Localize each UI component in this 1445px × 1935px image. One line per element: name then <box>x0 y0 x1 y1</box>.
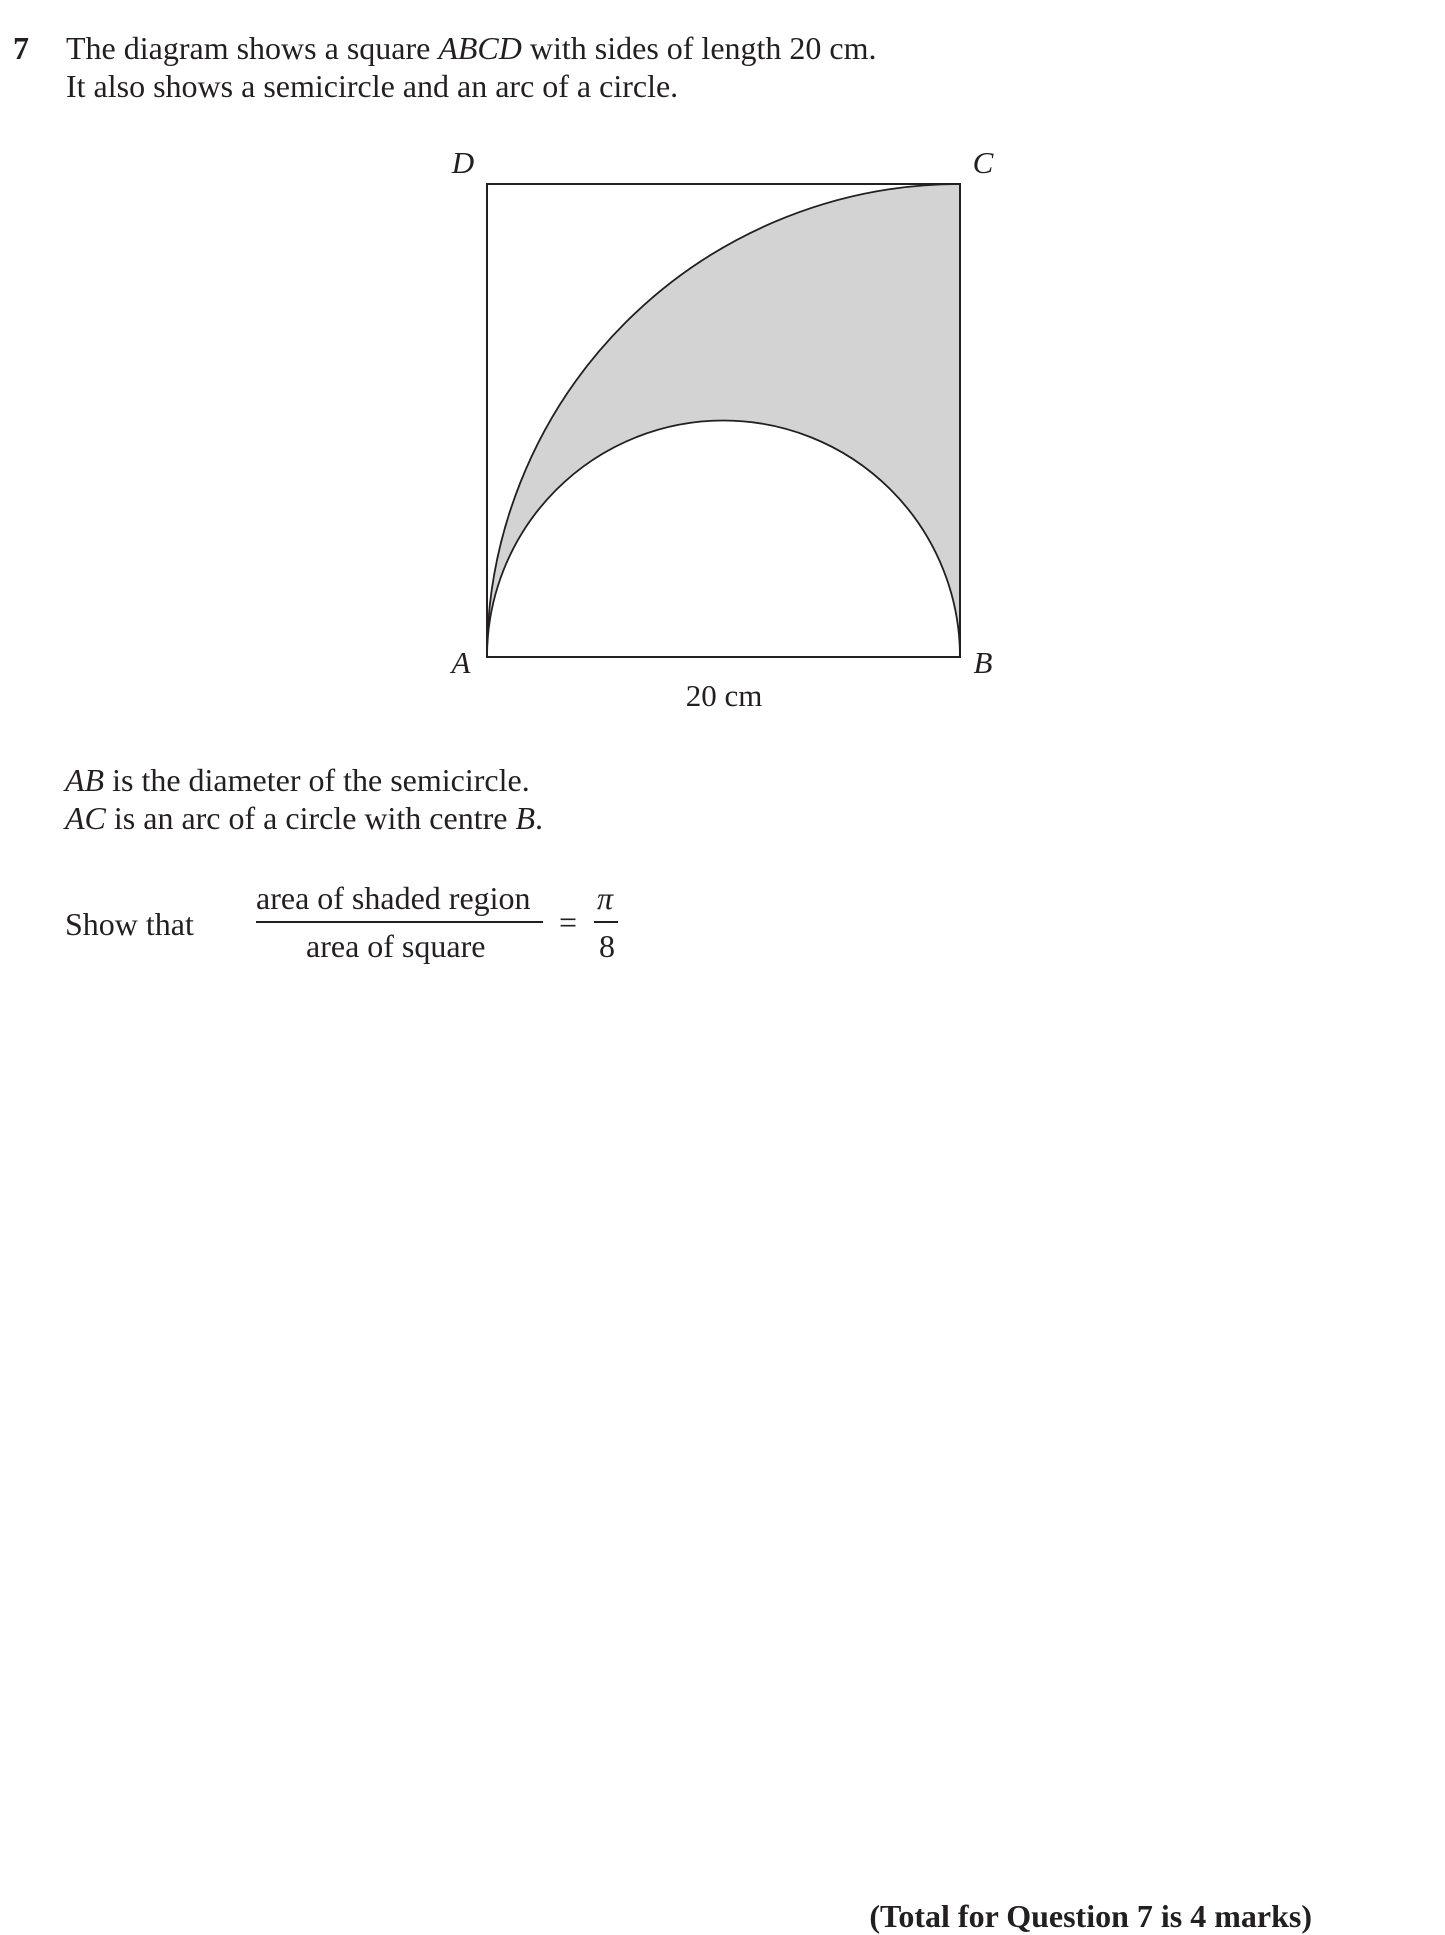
arc-ac <box>486 183 961 658</box>
fraction-denominator: area of square <box>306 928 486 964</box>
vertex-label-c: C <box>973 145 994 180</box>
vertex-label-b: B <box>974 645 993 680</box>
statement-diameter: AB is the diameter of the semicircle. <box>65 764 530 796</box>
statement-arc-end: . <box>535 800 543 836</box>
statement-diameter-text: is the diameter of the semicircle. <box>104 762 530 798</box>
intro-text-a: The diagram shows a square <box>66 30 439 66</box>
question-number: 7 <box>13 30 29 66</box>
intro-text-b: with sides of length 20 cm. <box>521 30 877 66</box>
segment-ac: AC <box>65 800 106 836</box>
statement-arc: AC is an arc of a circle with centre B. <box>65 802 543 834</box>
vertex-label-d: D <box>451 145 474 180</box>
total-marks: (Total for Question 7 is 4 marks) <box>869 1898 1312 1934</box>
centre-b: B <box>515 800 535 836</box>
question-intro-line2: It also shows a semicircle and an arc of… <box>66 68 679 104</box>
square-abcd <box>486 183 961 658</box>
square-name: ABCD <box>438 30 522 66</box>
semicircle-ab <box>486 419 961 658</box>
rhs-fraction-bar <box>594 921 618 923</box>
segment-ab: AB <box>65 762 105 798</box>
side-length-label: 20 cm <box>686 678 763 713</box>
pi-symbol: π <box>597 880 614 916</box>
rhs-denominator: 8 <box>599 928 615 964</box>
equals-sign: = <box>559 904 578 940</box>
square-diagram: D C A B 20 cm <box>450 145 994 713</box>
question-intro-line1: The diagram shows a square ABCD with sid… <box>66 32 877 64</box>
fraction-bar <box>256 921 543 923</box>
vertex-label-a: A <box>450 645 472 680</box>
statement-arc-text: is an arc of a circle with centre <box>105 800 516 836</box>
fraction-numerator: area of shaded region <box>256 880 531 916</box>
show-that-label: Show that <box>65 906 194 942</box>
